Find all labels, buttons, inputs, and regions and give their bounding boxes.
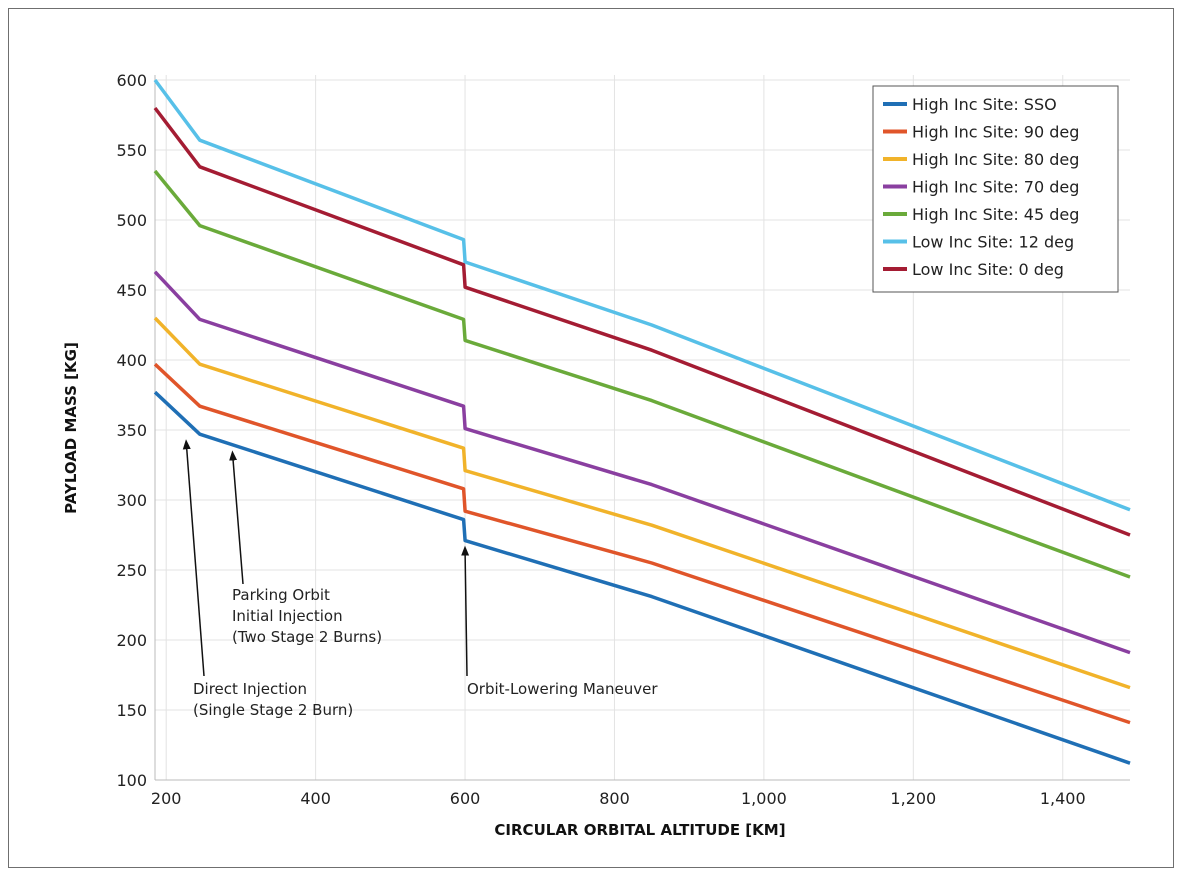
legend-label: High Inc Site: SSO: [912, 95, 1057, 114]
y-tick-label: 500: [116, 211, 147, 230]
annotation-arrow: [182, 439, 205, 677]
y-axis-title: PAYLOAD MASS [KG]: [62, 342, 80, 514]
legend-label: Low Inc Site: 0 deg: [912, 260, 1064, 279]
x-tick-label: 200: [151, 789, 182, 808]
x-tick-label: 1,200: [890, 789, 936, 808]
x-axis-title: CIRCULAR ORBITAL ALTITUDE [KM]: [494, 821, 785, 839]
chart-frame: [8, 8, 1174, 868]
y-tick-label: 550: [116, 141, 147, 160]
y-tick-label: 400: [116, 351, 147, 370]
series-line: [153, 362, 1131, 725]
series-line: [153, 270, 1131, 655]
y-tick-label: 250: [116, 561, 147, 580]
legend-label: High Inc Site: 45 deg: [912, 205, 1079, 224]
x-tick-label: 1,400: [1040, 789, 1086, 808]
x-tick-label: 600: [450, 789, 481, 808]
legend-box: [872, 85, 1119, 293]
y-tick-label: 300: [116, 491, 147, 510]
series-line: [153, 169, 1131, 579]
series-line: [153, 316, 1131, 690]
axes: [154, 75, 1130, 781]
x-tick-label: 800: [599, 789, 630, 808]
legend-label: High Inc Site: 90 deg: [912, 123, 1079, 142]
series-line: [153, 78, 1131, 512]
legend: High Inc Site: SSO High Inc Site: 90 deg H…: [872, 85, 1119, 293]
x-tick-label: 1,000: [741, 789, 787, 808]
annotation-text: Direct Injection (Single Stage 2 Burn): [193, 680, 353, 719]
y-tick-label: 200: [116, 631, 147, 650]
annotation-arrow: [229, 450, 244, 585]
y-tick-label: 100: [116, 771, 147, 790]
y-tick-label: 150: [116, 701, 147, 720]
legend-label: High Inc Site: 70 deg: [912, 178, 1079, 197]
legend-label: Low Inc Site: 12 deg: [912, 233, 1074, 252]
legend-label: High Inc Site: 80 deg: [912, 150, 1079, 169]
series-lines: [153, 78, 1131, 765]
series-line: [153, 390, 1131, 765]
annotation-text: Orbit-Lowering Maneuver: [467, 680, 658, 698]
y-tick-label: 600: [116, 71, 147, 90]
y-tick-label: 450: [116, 281, 147, 300]
y-tick-labels: 100 150 200 250 300 350 400 450 500 550 600: [116, 71, 147, 790]
annotations: Direct Injection (Single Stage 2 Burn) Par…: [182, 439, 658, 719]
annotation-text: Parking Orbit Initial Injection (Two Stage…: [232, 586, 382, 646]
annotation-arrow: [461, 545, 470, 677]
x-tick-labels: 200 400 600 800 1,000 1,200 1,400: [151, 789, 1086, 808]
series-line: [153, 106, 1131, 537]
y-tick-label: 350: [116, 421, 147, 440]
x-tick-label: 400: [300, 789, 331, 808]
